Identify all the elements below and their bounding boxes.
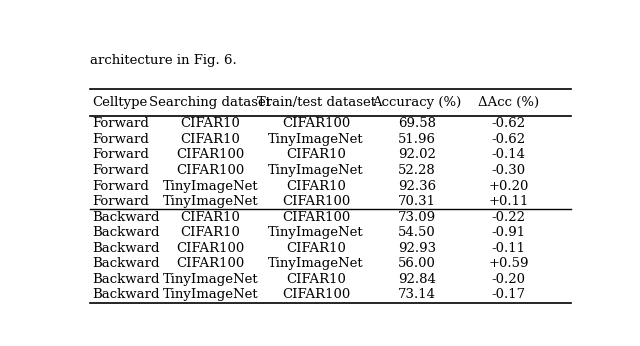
- Text: 52.28: 52.28: [398, 164, 436, 177]
- Text: +0.59: +0.59: [488, 257, 529, 270]
- Text: Backward: Backward: [92, 226, 160, 239]
- Text: Forward: Forward: [92, 133, 149, 146]
- Text: CIFAR10: CIFAR10: [180, 211, 240, 224]
- Text: Backward: Backward: [92, 211, 160, 224]
- Text: CIFAR10: CIFAR10: [286, 148, 346, 162]
- Text: +0.20: +0.20: [488, 180, 529, 193]
- Text: Backward: Backward: [92, 288, 160, 301]
- Text: -0.11: -0.11: [492, 242, 525, 255]
- Text: CIFAR10: CIFAR10: [180, 117, 240, 130]
- Text: Backward: Backward: [92, 257, 160, 270]
- Text: TinyImageNet: TinyImageNet: [163, 288, 258, 301]
- Text: 56.00: 56.00: [398, 257, 436, 270]
- Text: Backward: Backward: [92, 242, 160, 255]
- Text: CIFAR100: CIFAR100: [282, 195, 350, 208]
- Text: ΔAcc (%): ΔAcc (%): [478, 96, 539, 109]
- Text: -0.22: -0.22: [492, 211, 525, 224]
- Text: CIFAR10: CIFAR10: [180, 133, 240, 146]
- Text: 54.50: 54.50: [398, 226, 436, 239]
- Text: TinyImageNet: TinyImageNet: [268, 226, 364, 239]
- Text: CIFAR100: CIFAR100: [282, 117, 350, 130]
- Text: TinyImageNet: TinyImageNet: [163, 273, 258, 286]
- Text: CIFAR10: CIFAR10: [286, 242, 346, 255]
- Text: 51.96: 51.96: [398, 133, 436, 146]
- Text: 73.09: 73.09: [398, 211, 436, 224]
- Text: 70.31: 70.31: [398, 195, 436, 208]
- Text: -0.91: -0.91: [492, 226, 525, 239]
- Text: Forward: Forward: [92, 180, 149, 193]
- Text: 92.02: 92.02: [398, 148, 436, 162]
- Text: Forward: Forward: [92, 148, 149, 162]
- Text: TinyImageNet: TinyImageNet: [163, 180, 258, 193]
- Text: Celltype: Celltype: [92, 96, 148, 109]
- Text: Forward: Forward: [92, 117, 149, 130]
- Text: architecture in Fig. 6.: architecture in Fig. 6.: [90, 54, 237, 67]
- Text: CIFAR10: CIFAR10: [286, 273, 346, 286]
- Text: Searching dataset: Searching dataset: [149, 96, 271, 109]
- Text: CIFAR100: CIFAR100: [176, 242, 244, 255]
- Text: +0.11: +0.11: [488, 195, 529, 208]
- Text: TinyImageNet: TinyImageNet: [268, 164, 364, 177]
- Text: Forward: Forward: [92, 164, 149, 177]
- Text: Accuracy (%): Accuracy (%): [372, 96, 461, 109]
- Text: CIFAR100: CIFAR100: [282, 288, 350, 301]
- Text: -0.20: -0.20: [492, 273, 525, 286]
- Text: 69.58: 69.58: [398, 117, 436, 130]
- Text: -0.30: -0.30: [492, 164, 525, 177]
- Text: TinyImageNet: TinyImageNet: [268, 133, 364, 146]
- Text: Train/test dataset: Train/test dataset: [257, 96, 376, 109]
- Text: 73.14: 73.14: [398, 288, 436, 301]
- Text: TinyImageNet: TinyImageNet: [268, 257, 364, 270]
- Text: CIFAR10: CIFAR10: [180, 226, 240, 239]
- Text: 92.84: 92.84: [398, 273, 436, 286]
- Text: CIFAR100: CIFAR100: [176, 257, 244, 270]
- Text: Backward: Backward: [92, 273, 160, 286]
- Text: CIFAR100: CIFAR100: [282, 211, 350, 224]
- Text: CIFAR100: CIFAR100: [176, 164, 244, 177]
- Text: 92.36: 92.36: [398, 180, 436, 193]
- Text: -0.17: -0.17: [492, 288, 525, 301]
- Text: TinyImageNet: TinyImageNet: [163, 195, 258, 208]
- Text: CIFAR100: CIFAR100: [176, 148, 244, 162]
- Text: 92.93: 92.93: [398, 242, 436, 255]
- Text: Forward: Forward: [92, 195, 149, 208]
- Text: CIFAR10: CIFAR10: [286, 180, 346, 193]
- Text: -0.14: -0.14: [492, 148, 525, 162]
- Text: -0.62: -0.62: [492, 133, 525, 146]
- Text: -0.62: -0.62: [492, 117, 525, 130]
